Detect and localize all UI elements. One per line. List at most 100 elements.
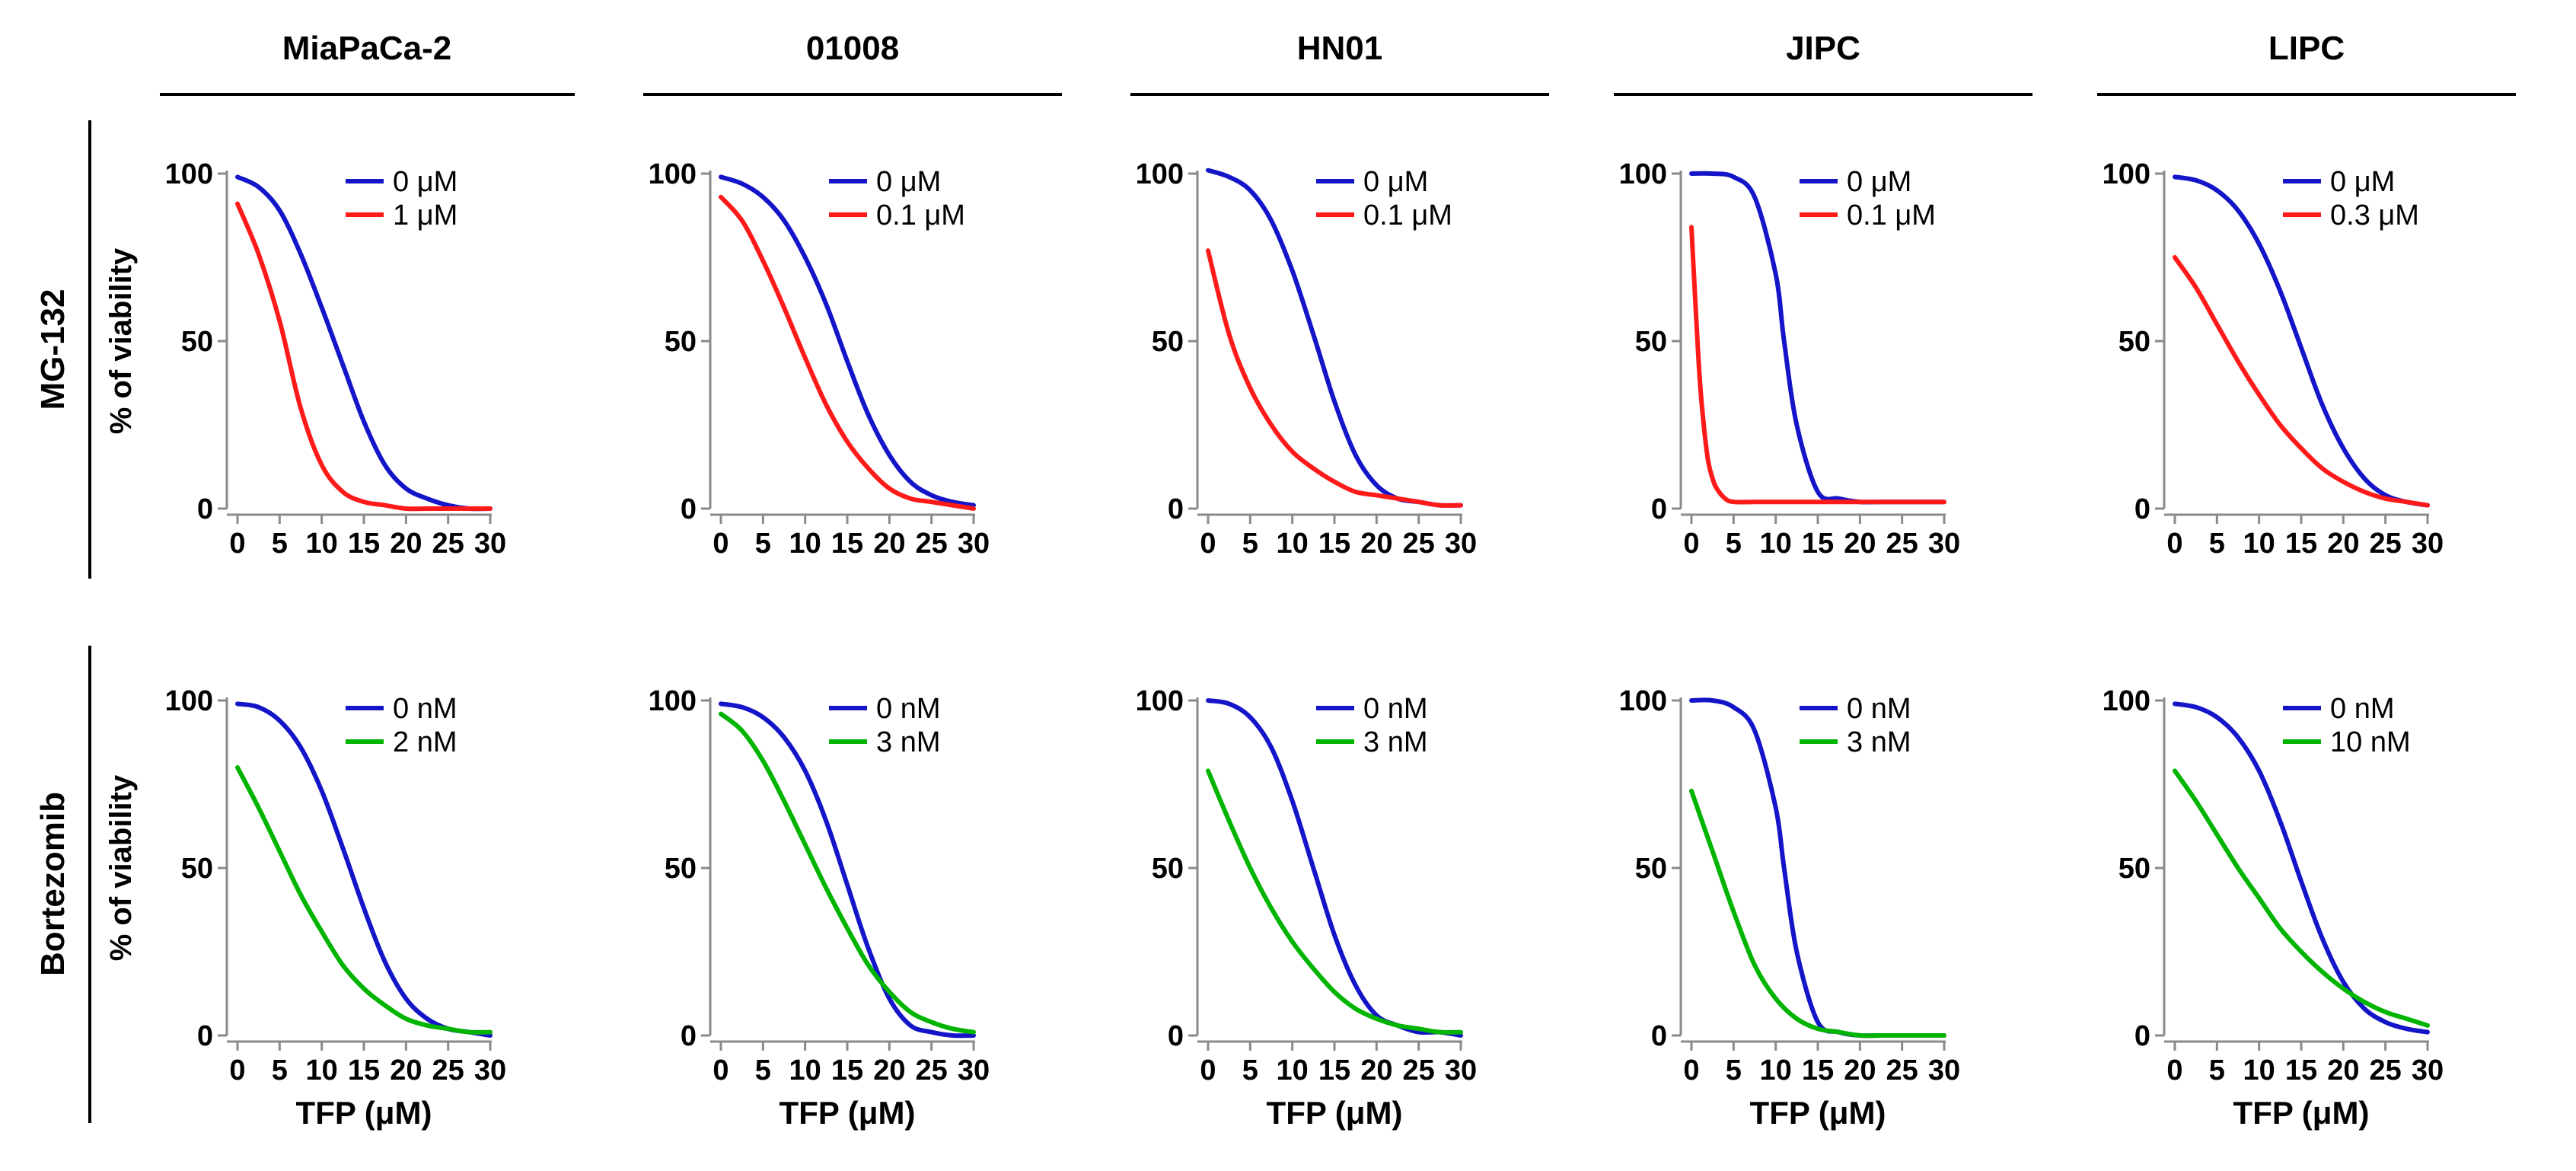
column-title-lipc: LIPC bbox=[2268, 30, 2345, 67]
x-tick-label: 15 bbox=[348, 528, 380, 560]
x-axis-label: TFP (μM) bbox=[779, 1095, 916, 1131]
x-tick-label: 10 bbox=[306, 1055, 338, 1086]
x-tick-label: 10 bbox=[1760, 528, 1792, 560]
series-line-0-3-m bbox=[2173, 255, 2430, 508]
legend-label: 0 nM bbox=[876, 693, 940, 725]
x-tick-label: 30 bbox=[1928, 528, 1960, 560]
x-tick-label: 25 bbox=[1403, 1055, 1435, 1086]
x-tick-label: 0 bbox=[1683, 528, 1699, 560]
y-axis-label: % of viability bbox=[104, 247, 138, 434]
x-tick-label: 25 bbox=[1403, 528, 1435, 560]
y-tick-label: 50 bbox=[665, 853, 697, 885]
series-line-0-m bbox=[235, 174, 493, 512]
y-tick-label: 0 bbox=[1651, 1020, 1667, 1052]
x-tick-label: 15 bbox=[2285, 528, 2317, 560]
legend-label: 0 μM bbox=[393, 166, 457, 198]
x-tick-label: 0 bbox=[2166, 1055, 2182, 1086]
x-tick-label: 20 bbox=[2327, 1055, 2359, 1086]
legend-label: 0.3 μM bbox=[2330, 199, 2419, 231]
column-headers: MiaPaCa-2 01008 HN01 JIPC LIPC bbox=[160, 30, 2516, 96]
x-tick-label: 25 bbox=[2370, 1055, 2402, 1086]
x-tick-label: 20 bbox=[1360, 1055, 1392, 1086]
y-tick-label: 100 bbox=[2103, 158, 2150, 190]
series-line-1-m bbox=[235, 201, 493, 512]
column-title-jipc: JIPC bbox=[1786, 30, 1860, 67]
x-tick-label: 10 bbox=[789, 528, 821, 560]
x-tick-label: 15 bbox=[1318, 1055, 1350, 1086]
x-tick-label: 30 bbox=[2412, 528, 2444, 560]
x-tick-label: 5 bbox=[272, 528, 288, 560]
x-tick-label: 10 bbox=[1760, 1055, 1792, 1086]
series-line-0-nm bbox=[2173, 701, 2430, 1035]
y-tick-label: 100 bbox=[1619, 685, 1667, 717]
x-tick-label: 0 bbox=[1683, 1055, 1699, 1086]
x-tick-label: 0 bbox=[229, 1055, 245, 1086]
legend-label: 0 nM bbox=[393, 693, 457, 725]
legend-label: 1 μM bbox=[393, 199, 457, 231]
series-line-0-1-m bbox=[1206, 248, 1463, 508]
y-tick-label: 100 bbox=[2103, 685, 2150, 717]
x-tick-label: 20 bbox=[390, 528, 422, 560]
x-tick-label: 20 bbox=[873, 1055, 905, 1086]
x-axis-label: TFP (μM) bbox=[1267, 1095, 1403, 1131]
y-tick-label: 50 bbox=[2119, 853, 2150, 885]
x-tick-label: 10 bbox=[2243, 1055, 2275, 1086]
series-line-3-nm bbox=[719, 711, 976, 1035]
legend-label: 3 nM bbox=[1363, 726, 1427, 758]
y-tick-label: 50 bbox=[1635, 853, 1667, 885]
legend-label: 3 nM bbox=[876, 726, 940, 758]
y-tick-label: 100 bbox=[1619, 158, 1667, 190]
x-tick-label: 20 bbox=[2327, 528, 2359, 560]
x-tick-label: 5 bbox=[1726, 528, 1742, 560]
x-tick-label: 30 bbox=[2412, 1055, 2444, 1086]
x-tick-label: 25 bbox=[1886, 528, 1918, 560]
x-tick-label: 0 bbox=[1200, 1055, 1216, 1086]
x-axis-label: TFP (μM) bbox=[2233, 1095, 2370, 1131]
legend-label: 0 μM bbox=[876, 166, 941, 198]
x-tick-label: 25 bbox=[1886, 1055, 1918, 1086]
x-tick-label: 5 bbox=[755, 1055, 771, 1086]
x-tick-label: 0 bbox=[2166, 528, 2182, 560]
x-tick-label: 30 bbox=[958, 1055, 990, 1086]
legend-label: 0 nM bbox=[1363, 693, 1427, 725]
x-axis-label: TFP (μM) bbox=[296, 1095, 432, 1131]
row-headers: MG-132 Bortezomib bbox=[34, 120, 91, 1123]
x-tick-label: 15 bbox=[1318, 528, 1350, 560]
x-tick-label: 25 bbox=[916, 528, 948, 560]
x-tick-label: 5 bbox=[755, 528, 771, 560]
y-tick-label: 0 bbox=[681, 1020, 697, 1052]
legend-label: 0 μM bbox=[1847, 166, 1911, 198]
series-line-2-nm bbox=[235, 765, 493, 1035]
y-tick-label: 0 bbox=[1168, 1020, 1184, 1052]
y-tick-label: 50 bbox=[1635, 326, 1667, 358]
series-line-0-1-m bbox=[719, 194, 976, 511]
x-tick-label: 30 bbox=[474, 1055, 506, 1086]
x-tick-label: 15 bbox=[1802, 1055, 1834, 1086]
y-axis-label: % of viability bbox=[104, 774, 138, 961]
y-tick-label: 0 bbox=[2134, 1020, 2150, 1052]
x-tick-label: 25 bbox=[432, 528, 464, 560]
series-line-0-m bbox=[2173, 174, 2430, 508]
series-line-3-nm bbox=[1206, 768, 1463, 1035]
legend-label: 3 nM bbox=[1847, 726, 1911, 758]
legend-label: 10 nM bbox=[2330, 726, 2411, 758]
y-tick-label: 100 bbox=[649, 158, 697, 190]
column-title-01008: 01008 bbox=[806, 30, 899, 67]
column-title-miapaca2: MiaPaCa-2 bbox=[282, 30, 452, 67]
x-tick-label: 30 bbox=[958, 528, 990, 560]
x-tick-label: 0 bbox=[713, 528, 728, 560]
x-tick-label: 5 bbox=[1242, 1055, 1258, 1086]
y-tick-label: 50 bbox=[181, 853, 213, 885]
column-title-hn01: HN01 bbox=[1297, 30, 1383, 67]
y-tick-label: 100 bbox=[1136, 158, 1184, 190]
x-tick-label: 5 bbox=[2209, 1055, 2225, 1086]
legend-label: 0.1 μM bbox=[1363, 199, 1452, 231]
legend-label: 0 μM bbox=[2330, 166, 2395, 198]
x-tick-label: 30 bbox=[1928, 1055, 1960, 1086]
